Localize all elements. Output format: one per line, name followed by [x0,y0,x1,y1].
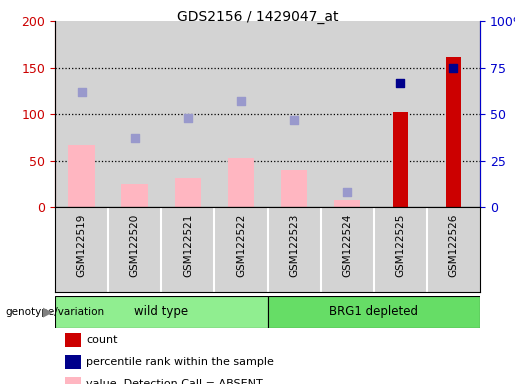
Text: BRG1 depleted: BRG1 depleted [329,306,418,318]
Text: GSM122522: GSM122522 [236,214,246,278]
Point [449,65,457,71]
Text: count: count [86,335,117,345]
Text: wild type: wild type [134,306,188,318]
Text: value, Detection Call = ABSENT: value, Detection Call = ABSENT [86,379,263,384]
Bar [281,170,307,207]
Bar [55,21,108,207]
Bar [374,21,427,207]
Bar [214,21,268,207]
Bar [175,177,201,207]
Bar [321,21,374,207]
Text: GSM122524: GSM122524 [342,214,352,278]
Text: genotype/variation: genotype/variation [5,307,104,317]
Point [237,98,245,104]
Bar [446,56,461,207]
Bar [108,21,161,207]
Text: GSM122526: GSM122526 [449,214,458,278]
Bar [122,184,148,207]
Text: GDS2156 / 1429047_at: GDS2156 / 1429047_at [177,10,338,23]
Point [396,79,404,86]
Bar [268,296,480,328]
Text: GSM122523: GSM122523 [289,214,299,278]
Bar [268,21,321,207]
Point [184,115,192,121]
Bar [55,296,268,328]
Text: percentile rank within the sample: percentile rank within the sample [86,357,274,367]
Bar [228,158,254,207]
Bar [68,145,95,207]
Text: GSM122525: GSM122525 [396,214,405,278]
Point [290,117,298,123]
Text: GSM122521: GSM122521 [183,214,193,278]
Bar [334,200,360,207]
Bar [427,21,480,207]
Bar [161,21,214,207]
Point [131,136,139,142]
Text: GSM122519: GSM122519 [77,214,87,278]
Text: ▶: ▶ [43,306,53,318]
Point [78,89,86,95]
Bar [393,113,407,207]
Point [343,189,351,195]
Text: GSM122520: GSM122520 [130,214,140,277]
